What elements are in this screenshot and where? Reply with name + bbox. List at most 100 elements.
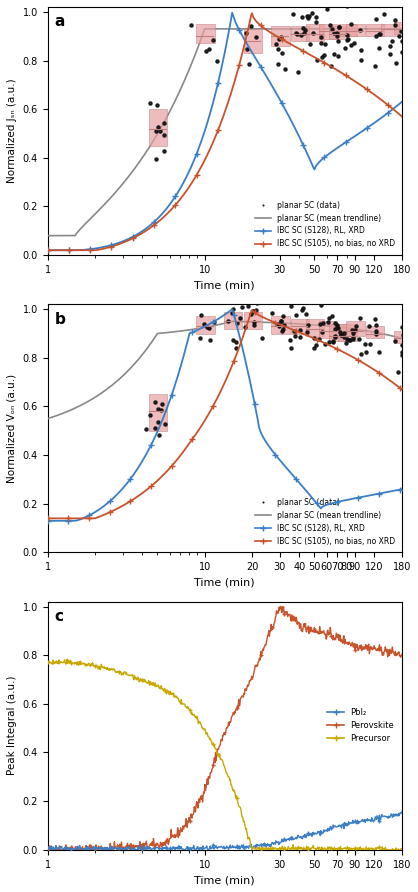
Point <box>334 48 341 62</box>
Point <box>253 30 260 45</box>
Point <box>363 345 370 359</box>
Point <box>154 415 161 429</box>
Point <box>206 42 213 56</box>
Point <box>372 324 379 338</box>
Point <box>338 327 345 342</box>
Point <box>298 10 305 24</box>
Point <box>386 39 393 54</box>
Point <box>287 333 294 347</box>
Point <box>162 417 168 431</box>
Point <box>289 7 296 21</box>
Point <box>206 320 212 334</box>
Point <box>281 318 288 333</box>
Point <box>402 319 409 334</box>
Point <box>277 314 284 328</box>
Point <box>326 311 332 326</box>
Point <box>398 338 405 352</box>
Point <box>273 37 280 52</box>
Point <box>391 13 398 28</box>
Point <box>381 7 388 21</box>
Point <box>367 337 373 351</box>
Point <box>187 18 194 32</box>
Point <box>368 0 375 5</box>
Point <box>321 336 328 351</box>
Point <box>350 326 357 341</box>
Point <box>244 41 250 55</box>
Point <box>311 0 318 11</box>
Point <box>335 34 342 48</box>
Point <box>344 33 350 47</box>
Point <box>332 329 339 343</box>
FancyBboxPatch shape <box>394 331 412 343</box>
Point <box>336 20 343 34</box>
Point <box>274 42 281 56</box>
Point <box>311 331 318 345</box>
Point <box>211 315 217 329</box>
Point <box>209 32 216 46</box>
Point <box>158 403 165 417</box>
Point <box>311 341 318 355</box>
Point <box>311 0 318 10</box>
Point <box>330 334 337 348</box>
Point <box>151 395 158 409</box>
Point <box>232 334 239 349</box>
Point <box>338 327 344 342</box>
Point <box>358 347 365 361</box>
Legend: PbI₂, Perovskite, Precursor: PbI₂, Perovskite, Precursor <box>324 705 398 747</box>
FancyBboxPatch shape <box>306 319 324 336</box>
Point <box>372 318 379 332</box>
Point <box>329 335 336 350</box>
Text: b: b <box>55 312 66 326</box>
Point <box>391 334 398 348</box>
FancyBboxPatch shape <box>271 317 290 334</box>
Point <box>317 298 324 312</box>
FancyBboxPatch shape <box>319 321 337 338</box>
Text: a: a <box>55 14 65 29</box>
Point <box>243 26 250 40</box>
Point <box>400 328 406 343</box>
Point <box>399 345 406 359</box>
Point <box>297 329 303 343</box>
FancyBboxPatch shape <box>381 24 400 37</box>
Point <box>366 319 372 334</box>
Point <box>232 342 239 356</box>
Point <box>357 43 364 57</box>
Point <box>404 24 411 38</box>
Point <box>313 337 319 351</box>
Point <box>401 318 408 332</box>
Point <box>334 318 340 332</box>
Point <box>230 333 237 347</box>
Point <box>313 14 320 29</box>
Point <box>291 324 298 338</box>
Point <box>392 18 398 32</box>
Text: c: c <box>55 609 64 624</box>
Point <box>225 314 232 328</box>
Point <box>324 2 330 16</box>
Point <box>247 307 254 321</box>
Point <box>362 337 369 351</box>
Point <box>252 303 259 318</box>
Point <box>351 0 358 10</box>
FancyBboxPatch shape <box>196 24 215 44</box>
Point <box>324 315 331 329</box>
Point <box>278 29 284 44</box>
Legend: planar SC (data), planar SC (mean trendline), IBC SC (S128), RL, XRD, IBC SC (S1: planar SC (data), planar SC (mean trendl… <box>252 198 398 252</box>
Point <box>229 301 236 316</box>
Point <box>300 301 306 315</box>
Point <box>399 34 406 48</box>
Point <box>330 26 337 40</box>
Point <box>341 330 347 344</box>
Point <box>393 56 400 70</box>
Point <box>343 0 350 12</box>
Point <box>277 314 284 328</box>
Point <box>349 330 356 344</box>
Point <box>328 59 334 73</box>
Point <box>331 316 338 330</box>
Point <box>376 28 383 42</box>
Point <box>349 0 355 5</box>
Point <box>246 56 252 70</box>
Point <box>342 40 348 54</box>
FancyBboxPatch shape <box>244 29 262 54</box>
Point <box>306 37 313 51</box>
Point <box>287 299 294 313</box>
